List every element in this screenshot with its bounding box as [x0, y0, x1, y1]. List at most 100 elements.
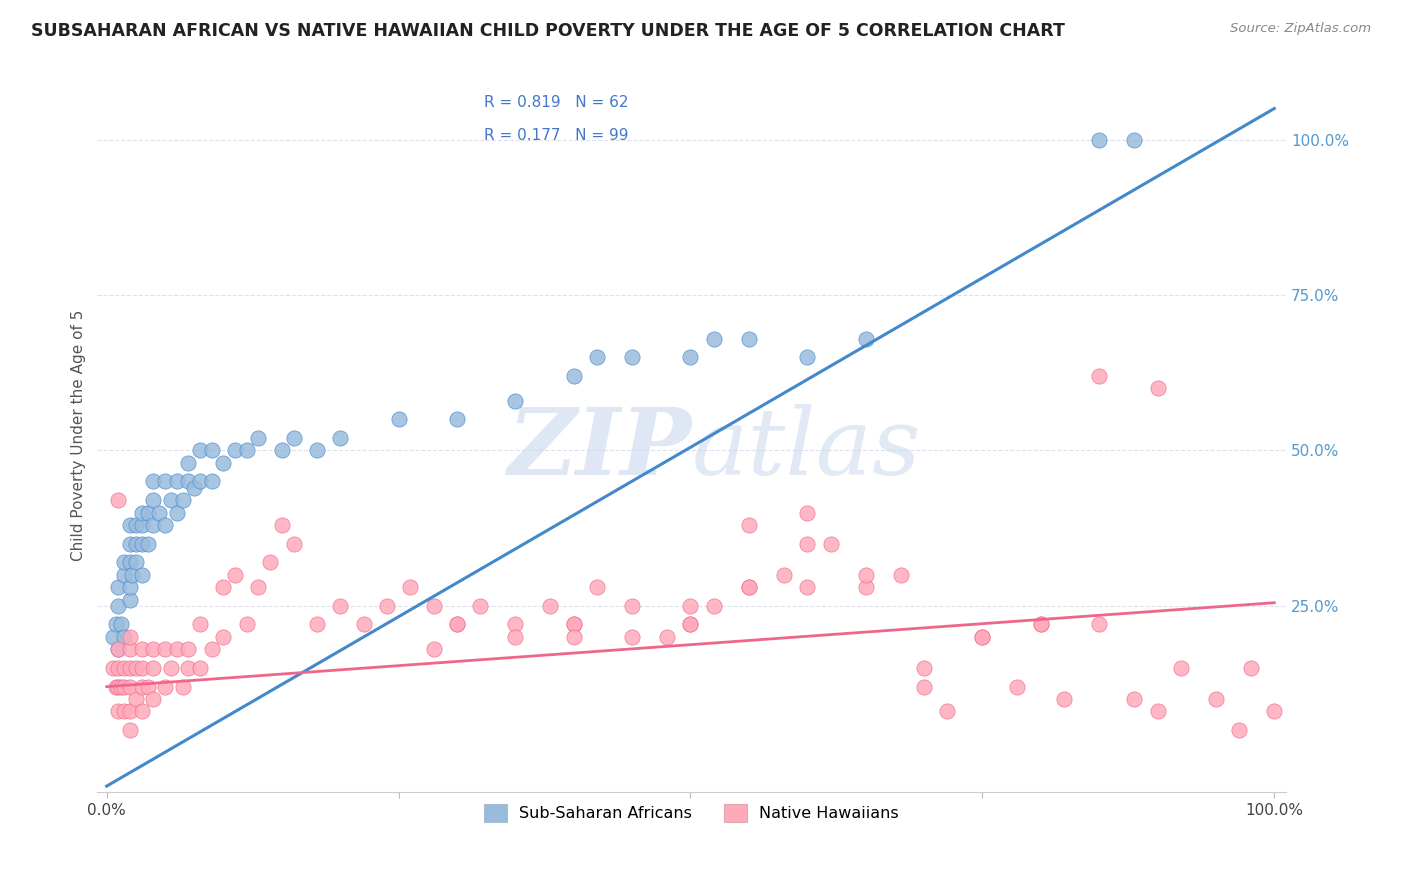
Point — [142, 661, 165, 675]
Point — [118, 630, 141, 644]
Point — [131, 661, 153, 675]
Point — [738, 580, 761, 594]
Point — [160, 493, 183, 508]
Text: R = 0.177   N = 99: R = 0.177 N = 99 — [484, 128, 628, 144]
Point — [1029, 617, 1052, 632]
Text: Source: ZipAtlas.com: Source: ZipAtlas.com — [1230, 22, 1371, 36]
Point — [305, 617, 328, 632]
Text: SUBSAHARAN AFRICAN VS NATIVE HAWAIIAN CHILD POVERTY UNDER THE AGE OF 5 CORRELATI: SUBSAHARAN AFRICAN VS NATIVE HAWAIIAN CH… — [31, 22, 1064, 40]
Point — [679, 617, 702, 632]
Point — [131, 567, 153, 582]
Text: atlas: atlas — [692, 404, 921, 494]
Point — [855, 332, 877, 346]
Point — [562, 617, 585, 632]
Point — [224, 567, 246, 582]
Point — [101, 630, 124, 644]
Point — [112, 555, 135, 569]
Point — [446, 617, 468, 632]
Point — [212, 456, 235, 470]
Point — [153, 642, 176, 657]
Point — [1123, 692, 1146, 706]
Point — [773, 567, 796, 582]
Point — [387, 412, 409, 426]
Point — [153, 475, 176, 489]
Point — [259, 555, 281, 569]
Point — [1240, 661, 1263, 675]
Point — [107, 680, 129, 694]
Point — [1007, 680, 1029, 694]
Point — [1146, 381, 1168, 395]
Point — [107, 642, 129, 657]
Point — [177, 475, 200, 489]
Point — [562, 368, 585, 383]
Point — [738, 518, 761, 533]
Point — [796, 536, 818, 550]
Point — [562, 630, 585, 644]
Point — [890, 567, 912, 582]
Point — [422, 642, 444, 657]
Point — [148, 506, 170, 520]
Point — [621, 630, 644, 644]
Point — [107, 599, 129, 613]
Point — [1263, 705, 1285, 719]
Point — [166, 506, 188, 520]
Point — [1205, 692, 1227, 706]
Point — [110, 680, 132, 694]
Point — [136, 506, 159, 520]
Point — [118, 592, 141, 607]
Point — [505, 617, 527, 632]
Point — [655, 630, 678, 644]
Point — [621, 350, 644, 364]
Point — [107, 580, 129, 594]
Point — [131, 536, 153, 550]
Point — [329, 599, 352, 613]
Point — [1029, 617, 1052, 632]
Point — [172, 493, 194, 508]
Point — [107, 705, 129, 719]
Point — [201, 443, 224, 458]
Point — [738, 580, 761, 594]
Text: ZIP: ZIP — [508, 404, 692, 494]
Point — [142, 642, 165, 657]
Point — [236, 617, 259, 632]
Point — [105, 680, 128, 694]
Point — [118, 680, 141, 694]
Point — [1088, 368, 1111, 383]
Point — [270, 518, 292, 533]
Point — [936, 705, 959, 719]
Point — [1227, 723, 1250, 738]
Point — [142, 692, 165, 706]
Point — [212, 630, 235, 644]
Point — [177, 456, 200, 470]
Point — [112, 567, 135, 582]
Point — [105, 617, 128, 632]
Point — [855, 580, 877, 594]
Point — [1146, 705, 1168, 719]
Point — [118, 536, 141, 550]
Point — [796, 350, 818, 364]
Point — [796, 580, 818, 594]
Point — [422, 599, 444, 613]
Point — [1170, 661, 1192, 675]
Point — [562, 617, 585, 632]
Point — [703, 332, 725, 346]
Y-axis label: Child Poverty Under the Age of 5: Child Poverty Under the Age of 5 — [72, 310, 86, 560]
Point — [446, 617, 468, 632]
Point — [679, 350, 702, 364]
Point — [586, 350, 609, 364]
Point — [177, 661, 200, 675]
Point — [1088, 133, 1111, 147]
Point — [855, 567, 877, 582]
Point — [160, 661, 183, 675]
Point — [399, 580, 422, 594]
Point — [142, 518, 165, 533]
Point — [131, 680, 153, 694]
Point — [125, 518, 148, 533]
Point — [131, 518, 153, 533]
Point — [446, 412, 468, 426]
Point — [1123, 133, 1146, 147]
Point — [679, 599, 702, 613]
Point — [118, 518, 141, 533]
Legend: Sub-Saharan Africans, Native Hawaiians: Sub-Saharan Africans, Native Hawaiians — [471, 791, 912, 834]
Point — [586, 580, 609, 594]
